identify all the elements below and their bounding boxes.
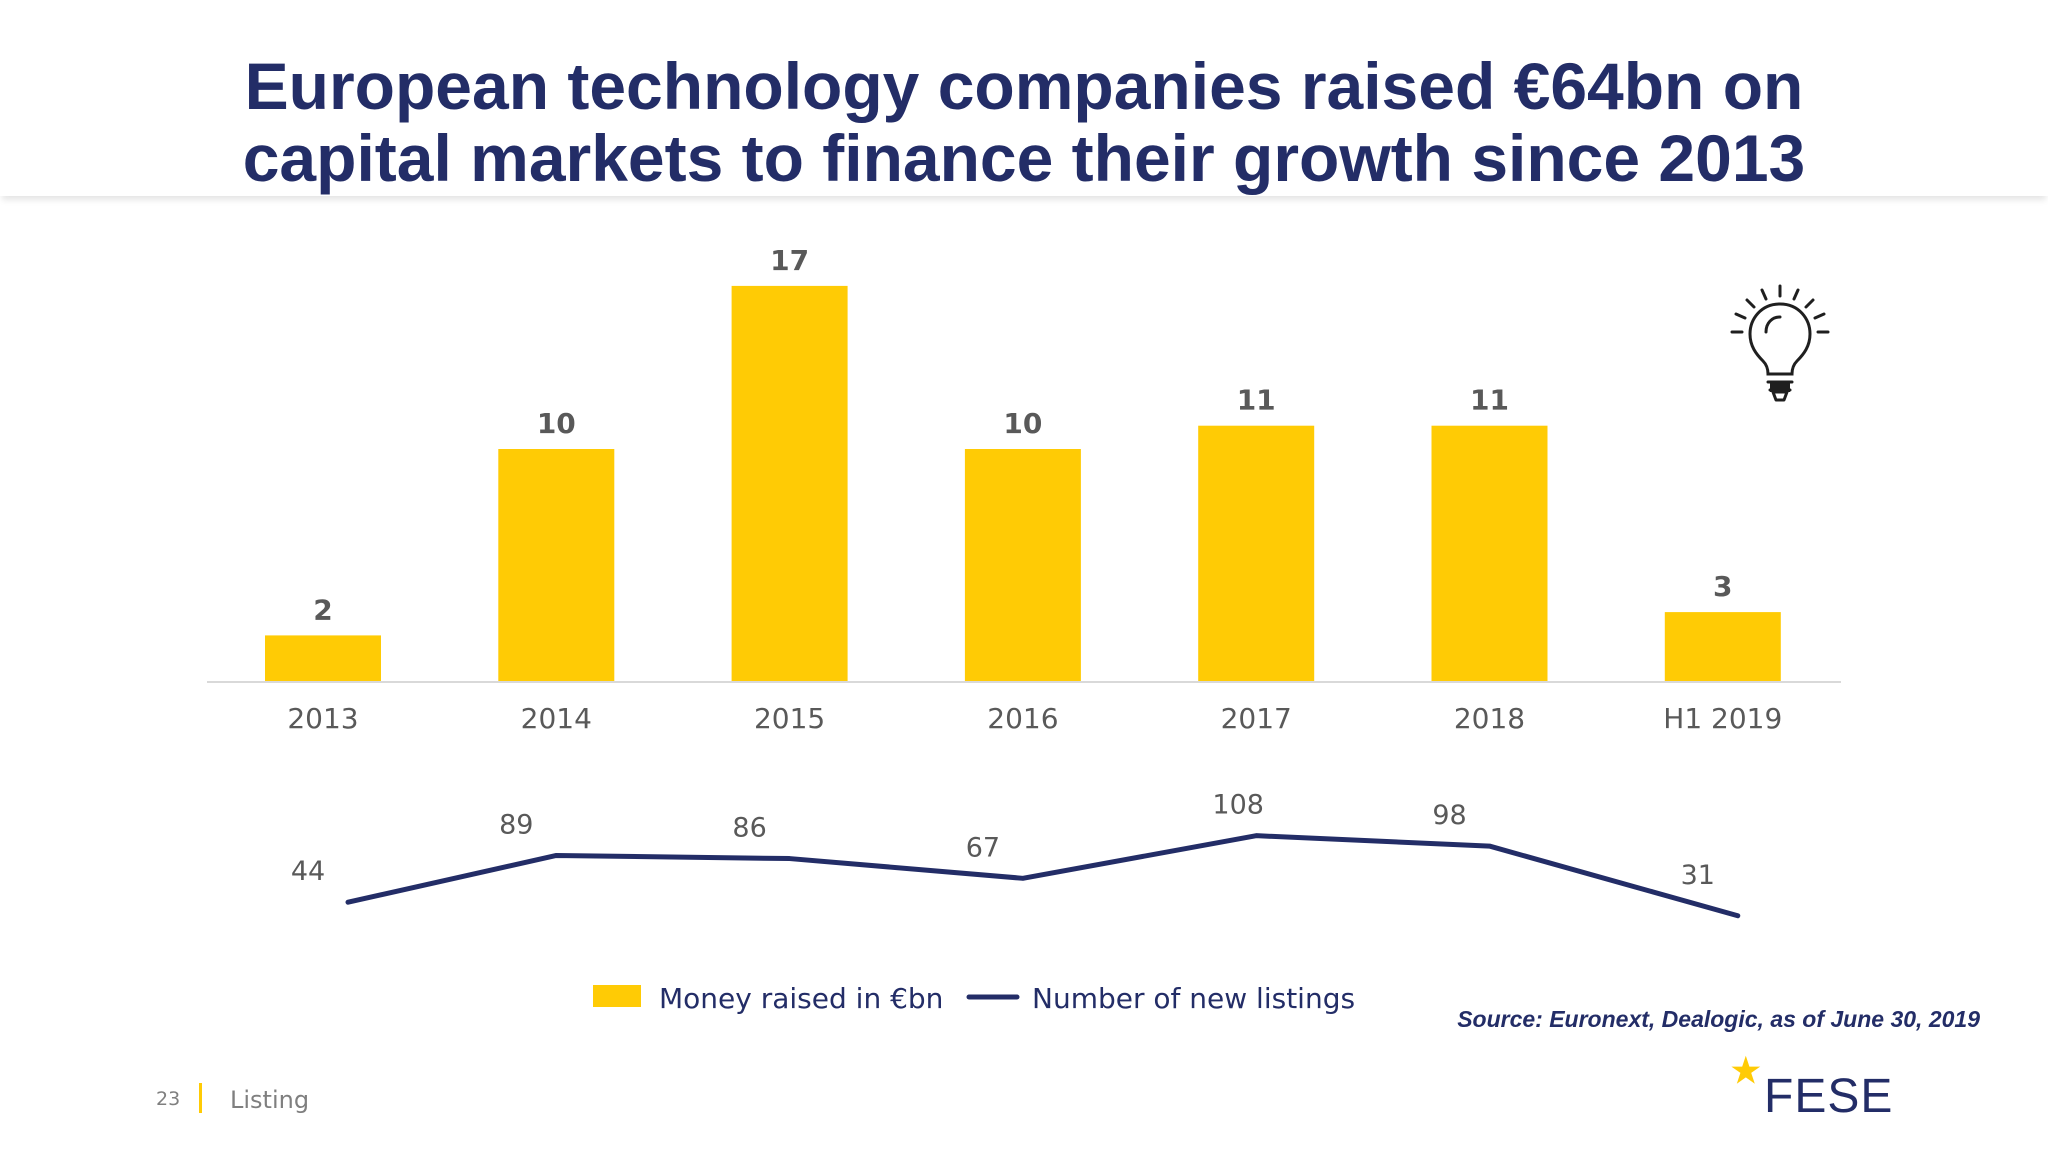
line-value-label: 67 <box>966 832 1000 863</box>
logo-wordmark: FESE <box>1764 1070 1893 1118</box>
bar-value-labels: 2 10 17 10 11 11 3 <box>313 244 1732 627</box>
line-value-label: 89 <box>499 809 533 840</box>
title-band <box>0 0 2048 196</box>
bar-value-label: 17 <box>770 244 809 277</box>
line-value-label: 44 <box>291 856 325 887</box>
slide-title-line-2: capital markets to finance their growth … <box>242 121 1806 195</box>
footer-divider <box>199 1083 202 1113</box>
bar-value-label: 2 <box>313 593 332 626</box>
x-tick-label: H1 2019 <box>1663 702 1782 735</box>
bar-2014 <box>498 449 615 682</box>
bar-2016 <box>964 449 1081 682</box>
line-value-labels: 44 89 86 67 108 98 31 <box>291 790 1715 891</box>
x-tick-label: 2016 <box>987 702 1058 735</box>
x-tick-label: 2018 <box>1454 702 1525 735</box>
bar-value-label: 11 <box>1470 384 1509 417</box>
legend-swatch-money-raised <box>593 985 641 1007</box>
star-icon <box>1731 1055 1761 1084</box>
line-series <box>345 833 1741 919</box>
slide-title-line-1: European technology companies raised €64… <box>244 49 1804 123</box>
bar-value-label: 11 <box>1237 384 1276 417</box>
bar-value-label: 10 <box>1003 407 1042 440</box>
bar-2017 <box>1198 425 1315 682</box>
line-value-label: 98 <box>1432 800 1466 831</box>
new-listings-line <box>345 833 1741 919</box>
fese-logo: FESE <box>1731 1055 1893 1118</box>
x-tick-label: 2013 <box>287 702 358 735</box>
bar-value-label: 10 <box>537 407 576 440</box>
bar-H1 2019 <box>1664 612 1781 682</box>
bar-2018 <box>1431 425 1548 682</box>
bar-series <box>265 285 1781 682</box>
bar-2015 <box>731 285 848 682</box>
slide-title: European technology companies raised €64… <box>0 50 2048 194</box>
x-tick-label: 2014 <box>521 702 592 735</box>
footer-section-label: Listing <box>230 1086 310 1114</box>
lightbulb-icon <box>1730 284 1830 402</box>
x-tick-label: 2017 <box>1221 702 1292 735</box>
x-axis-tick-labels: 2013 2014 2015 2016 2017 2018 H1 2019 <box>287 702 1782 735</box>
line-value-label: 31 <box>1681 860 1715 891</box>
line-value-label: 86 <box>732 813 766 844</box>
legend-label-money-raised: Money raised in €bn <box>659 982 943 1015</box>
legend-label-new-listings: Number of new listings <box>1032 982 1355 1015</box>
bar-value-label: 3 <box>1713 570 1732 603</box>
legend: Money raised in €bn Number of new listin… <box>593 982 1355 1015</box>
source-note: Source: Euronext, Dealogic, as of June 3… <box>1457 1006 1980 1032</box>
page-number: 23 <box>156 1088 181 1110</box>
bar-2013 <box>265 635 381 682</box>
x-tick-label: 2015 <box>754 702 825 735</box>
line-value-label: 108 <box>1212 790 1264 821</box>
